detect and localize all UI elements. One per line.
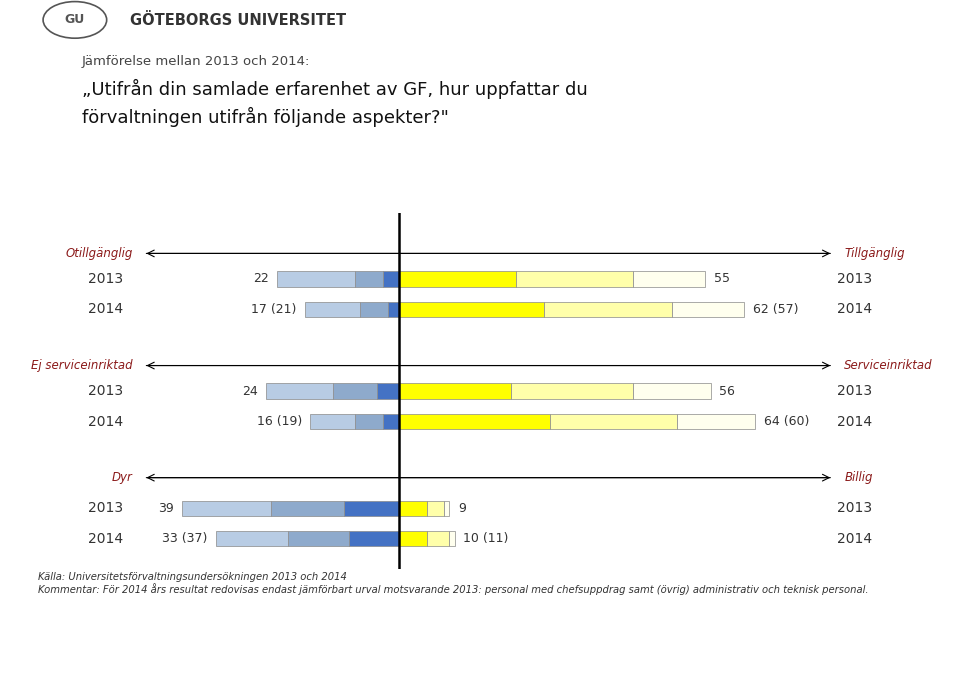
Text: 56: 56 (719, 385, 735, 397)
Text: 16 (19): 16 (19) (256, 415, 302, 428)
Text: Tillgänglig: Tillgänglig (844, 247, 905, 260)
Text: förvaltningen utifrån följande aspekter?": förvaltningen utifrån följande aspekter?… (82, 108, 448, 128)
Bar (272, 501, 344, 516)
Text: 55: 55 (713, 272, 730, 285)
Text: 2013: 2013 (88, 384, 123, 398)
Text: Observera att mittenvärdet ingår i basen, men inte redovisas i figuren.: Observera att mittenvärdet ingår i basen… (38, 639, 394, 650)
Text: 2013: 2013 (837, 272, 872, 286)
Text: 33 (37): 33 (37) (162, 532, 207, 545)
Text: Billig: Billig (844, 471, 873, 484)
Bar (399, 302, 544, 317)
Bar (516, 271, 633, 287)
Bar (266, 383, 332, 399)
Bar (427, 531, 449, 547)
Text: 39: 39 (158, 501, 174, 514)
Text: GU: GU (64, 14, 85, 26)
Text: 2014: 2014 (837, 303, 872, 316)
Bar (444, 501, 449, 516)
Text: Kommentar: För 2014 års resultat redovisas endast jämförbart urval motsvarande 2: Kommentar: För 2014 års resultat redovis… (38, 584, 869, 595)
Bar (388, 302, 399, 317)
Bar (511, 383, 633, 399)
Bar (349, 531, 399, 547)
Bar (399, 501, 427, 516)
Bar (399, 531, 427, 547)
Bar (383, 414, 399, 429)
Text: 9: 9 (458, 501, 466, 514)
Bar (305, 302, 360, 317)
Bar (277, 271, 355, 287)
Text: 2014: 2014 (837, 532, 872, 546)
Text: 10 (11): 10 (11) (464, 532, 509, 545)
Bar (633, 383, 710, 399)
Text: 2013: 2013 (88, 272, 123, 286)
Text: 64 (60): 64 (60) (763, 415, 809, 428)
Text: 2013: 2013 (837, 501, 872, 515)
Text: 24: 24 (242, 385, 257, 397)
Bar (288, 531, 349, 547)
Text: 2013: 2013 (837, 384, 872, 398)
Text: Jämförelse mellan 2013 och 2014:: Jämförelse mellan 2013 och 2014: (82, 55, 310, 68)
Text: 2014: 2014 (837, 414, 872, 429)
Bar (399, 271, 516, 287)
Bar (399, 383, 511, 399)
Text: Dyr: Dyr (111, 471, 132, 484)
Bar (182, 501, 272, 516)
Bar (672, 302, 744, 317)
Bar (360, 302, 388, 317)
Bar (216, 531, 288, 547)
Text: 2014: 2014 (88, 532, 123, 546)
Text: Ej serviceinriktad: Ej serviceinriktad (31, 359, 132, 372)
Bar (355, 414, 383, 429)
Text: 2014: 2014 (88, 414, 123, 429)
Text: 2013: 2013 (88, 501, 123, 515)
Bar (377, 383, 399, 399)
Text: Otillgänglig: Otillgänglig (65, 247, 132, 260)
Bar (399, 414, 549, 429)
Text: www.gu.se: www.gu.se (843, 647, 911, 660)
Bar (344, 501, 399, 516)
Text: Serviceinriktad: Serviceinriktad (844, 359, 933, 372)
Bar (383, 271, 399, 287)
Bar (332, 383, 377, 399)
Bar (427, 501, 444, 516)
Bar (549, 414, 678, 429)
Text: 17 (21): 17 (21) (252, 303, 297, 316)
Bar (544, 302, 672, 317)
Text: 62 (57): 62 (57) (753, 303, 798, 316)
Bar (633, 271, 706, 287)
Bar (678, 414, 756, 429)
Bar (355, 271, 383, 287)
Bar (449, 531, 455, 547)
Text: 2014: 2014 (88, 303, 123, 316)
Text: „Utifrån din samlade erfarenhet av GF, hur uppfattar du: „Utifrån din samlade erfarenhet av GF, h… (82, 79, 588, 99)
Text: GÖTEBORGS UNIVERSITET: GÖTEBORGS UNIVERSITET (130, 14, 346, 28)
Text: 22: 22 (252, 272, 269, 285)
Bar (310, 414, 355, 429)
Text: Resultatet för hela populationen 2014 står inom parantes.: Resultatet för hela populationen 2014 st… (38, 622, 330, 633)
Text: Källa: Universitetsförvaltningsundersökningen 2013 och 2014: Källa: Universitetsförvaltningsundersökn… (38, 571, 348, 582)
